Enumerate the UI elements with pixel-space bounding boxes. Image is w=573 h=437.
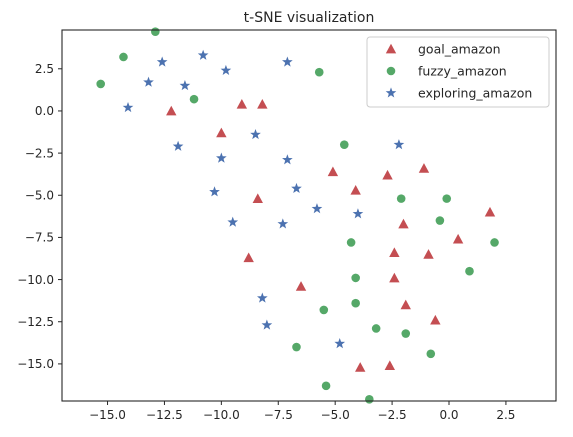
triangle-point (236, 99, 248, 109)
circle-point (351, 273, 360, 283)
star-point (156, 56, 168, 67)
x-tick-label: 0.0 (439, 408, 458, 422)
triangle-point (418, 163, 430, 173)
triangle-legend-icon (385, 43, 397, 54)
star-point (334, 338, 346, 349)
y-tick-label: −12.5 (17, 315, 54, 329)
y-axis: 2.5 0.0 −2.5 −5.0 −7.5 −10.0 −12.5 −15.0 (17, 62, 62, 371)
legend-item-goal_amazon: goal_amazon (385, 42, 501, 57)
triangle-point (295, 281, 307, 291)
y-tick-label: 0.0 (35, 104, 54, 118)
star-point (291, 182, 302, 194)
x-tick-label: −7.5 (264, 408, 293, 422)
chart-title: t-SNE visualization (244, 10, 375, 26)
triangle-point (384, 360, 396, 371)
circle-point (151, 27, 160, 36)
star-legend-icon (385, 87, 397, 98)
legend: goal_amazon fuzzy_amazon exploring_amazon (366, 36, 550, 108)
legend-item-fuzzy_amazon: fuzzy_amazon (386, 64, 507, 79)
star-point (250, 128, 261, 140)
circle-point (321, 381, 331, 391)
circle-point (490, 238, 499, 247)
circle-point (351, 298, 360, 308)
star-point (257, 292, 268, 303)
star-point (277, 218, 289, 229)
data-points (96, 27, 499, 404)
x-tick-label: 2.5 (496, 408, 515, 422)
circle-point (371, 324, 381, 333)
circle-point (292, 342, 301, 352)
star-point (282, 56, 293, 67)
triangle-point (423, 249, 434, 259)
star-point (352, 208, 364, 219)
circle-point (346, 238, 356, 247)
triangle-point (382, 169, 393, 180)
circle-point (465, 266, 474, 276)
x-tick-label: −12.5 (146, 408, 183, 422)
circle-point (339, 140, 349, 149)
circle-point (365, 395, 374, 404)
circle-point (119, 52, 128, 62)
circle-legend-icon (386, 66, 396, 76)
star-point (172, 140, 184, 151)
triangle-point (327, 166, 339, 177)
x-tick-label: −10.0 (203, 408, 240, 422)
star-point (220, 64, 232, 75)
series-fuzzy_amazon (96, 27, 499, 404)
triangle-point (484, 206, 496, 217)
star-point (179, 80, 191, 91)
triangle-point (350, 185, 361, 195)
circle-point (189, 94, 199, 104)
series-goal_amazon (166, 99, 496, 372)
circle-point (319, 305, 329, 315)
series-exploring_amazon (122, 49, 405, 349)
legend-item-exploring_amazon: exploring_amazon (385, 86, 532, 101)
legend-label: exploring_amazon (418, 86, 532, 101)
x-axis: −15.0 −12.5 −10.0 −7.5 −5.0 −2.5 0.0 2.5 (89, 401, 515, 422)
triangle-point (389, 272, 400, 283)
star-point (311, 203, 323, 214)
star-point (209, 186, 220, 197)
circle-point (442, 194, 452, 203)
star-point (122, 101, 134, 113)
star-point (393, 139, 405, 150)
triangle-point (452, 233, 464, 244)
star-point (282, 154, 293, 165)
star-point (261, 319, 273, 330)
x-tick-label: −5.0 (321, 408, 350, 422)
triangle-point (355, 362, 366, 372)
triangle-point (216, 127, 227, 138)
y-tick-label: −10.0 (17, 273, 54, 287)
plot-frame (61, 29, 557, 402)
star-point (197, 49, 209, 60)
triangle-point (243, 252, 254, 263)
triangle-point (166, 105, 177, 116)
y-tick-label: −2.5 (25, 146, 54, 160)
star-point (143, 76, 154, 87)
x-tick-label: −2.5 (378, 408, 407, 422)
triangle-point (398, 218, 409, 229)
legend-label: fuzzy_amazon (418, 64, 507, 79)
circle-point (426, 349, 436, 359)
circle-point (314, 67, 324, 77)
star-point (227, 216, 239, 227)
star-point (216, 152, 227, 163)
y-tick-label: 2.5 (35, 62, 54, 76)
circle-point (435, 216, 445, 225)
y-tick-label: −5.0 (25, 188, 54, 202)
legend-label: goal_amazon (418, 42, 501, 57)
triangle-point (389, 247, 400, 258)
triangle-point (400, 299, 411, 310)
circle-point (96, 79, 106, 89)
y-tick-label: −15.0 (17, 357, 54, 371)
triangle-point (257, 99, 268, 109)
x-tick-label: −15.0 (89, 408, 126, 422)
y-tick-label: −7.5 (25, 231, 54, 245)
triangle-point (430, 314, 441, 325)
circle-point (401, 329, 411, 338)
legend-box (366, 36, 550, 108)
circle-point (396, 194, 406, 203)
triangle-point (252, 193, 263, 204)
